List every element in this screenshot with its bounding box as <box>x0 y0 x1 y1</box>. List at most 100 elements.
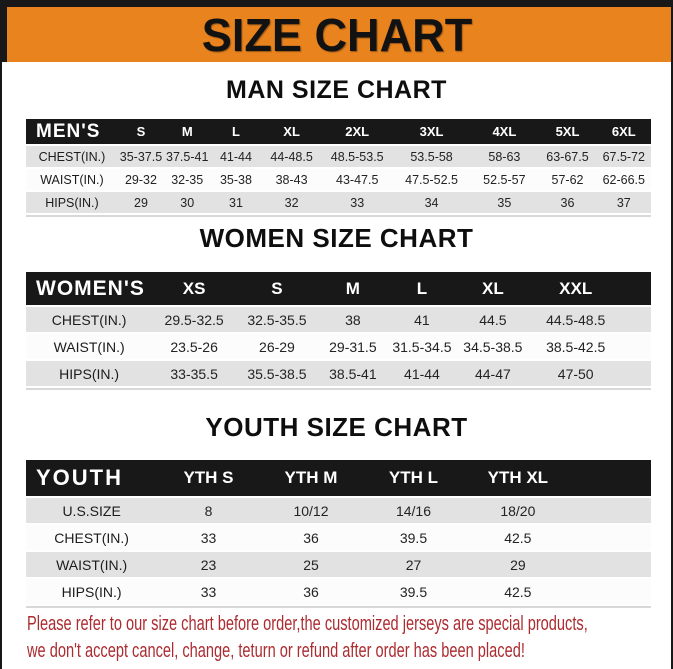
size-value-cell: 41 <box>387 307 456 334</box>
size-value-cell: 38.5-41 <box>317 361 388 388</box>
footer-disclaimer-line2: we don't accept cancel, change, teturn o… <box>27 640 525 662</box>
youth-header-row: YOUTH YTH S YTH M YTH L YTH XL <box>26 460 651 498</box>
size-column-header: S <box>236 272 318 307</box>
size-value-cell: 27 <box>362 552 465 579</box>
spacer-cell <box>570 460 651 498</box>
size-column-header: YTH XL <box>464 460 571 498</box>
top-black-strip <box>2 0 671 7</box>
size-value-cell: 53.5-58 <box>392 146 471 169</box>
size-value-cell: 38.5-42.5 <box>529 334 622 361</box>
size-value-cell: 34.5-38.5 <box>456 334 530 361</box>
table-row: WAIST(IN.) 29-32 32-35 35-38 38-43 43-47.5 47.… <box>26 169 651 192</box>
table-row: HIPS(IN.) 33-35.5 35.5-38.5 38.5-41 41-44 44-… <box>26 361 651 388</box>
row-label: CHEST(IN.) <box>26 307 153 334</box>
size-value-cell: 44.5-48.5 <box>529 307 622 334</box>
size-column-header: L <box>387 272 456 307</box>
size-column-header: 6XL <box>596 119 651 146</box>
row-label: WAIST(IN.) <box>26 169 118 192</box>
size-value-cell: 44-47 <box>456 361 530 388</box>
size-value-cell: 42.5 <box>464 579 571 606</box>
spacer-cell <box>570 498 651 525</box>
size-column-header: 5XL <box>538 119 597 146</box>
table-row: WAIST(IN.) 23.5-26 26-29 29-31.5 31.5-34.5 34… <box>26 334 651 361</box>
size-column-header: L <box>210 119 262 146</box>
size-value-cell: 10/12 <box>259 498 363 525</box>
spacer-cell <box>621 361 651 388</box>
table-row: HIPS(IN.) 29 30 31 32 33 34 35 36 37 <box>26 192 651 215</box>
size-value-cell: 63-67.5 <box>538 146 597 169</box>
row-label: U.S.SIZE <box>26 498 158 525</box>
size-value-cell: 37.5-41 <box>164 146 211 169</box>
table-row: HIPS(IN.) 33 36 39.5 42.5 <box>26 579 651 606</box>
size-value-cell: 23 <box>157 552 260 579</box>
size-value-cell: 52.5-57 <box>470 169 539 192</box>
size-value-cell: 35 <box>470 192 539 215</box>
row-label: WAIST(IN.) <box>26 334 153 361</box>
size-column-header: 2XL <box>321 119 393 146</box>
size-value-cell: 29 <box>117 192 165 215</box>
row-label: HIPS(IN.) <box>26 192 118 215</box>
size-value-cell: 43-47.5 <box>321 169 393 192</box>
size-value-cell: 29 <box>464 552 571 579</box>
size-column-header: M <box>317 272 388 307</box>
row-label: HIPS(IN.) <box>26 579 158 606</box>
size-value-cell: 58-63 <box>470 146 539 169</box>
size-value-cell: 32.5-35.5 <box>236 307 318 334</box>
table-row: CHEST(IN.) 29.5-32.5 32.5-35.5 38 41 44.5 44.5… <box>26 307 651 334</box>
footer-disclaimer: Please refer to our size chart before or… <box>27 611 588 665</box>
size-column-header: XXL <box>529 272 622 307</box>
size-column-header: M <box>164 119 211 146</box>
size-value-cell: 35-37.5 <box>117 146 165 169</box>
size-value-cell: 39.5 <box>362 525 465 552</box>
size-value-cell: 29-32 <box>117 169 165 192</box>
page-title: SIZE CHART <box>201 8 472 61</box>
size-value-cell: 32-35 <box>164 169 211 192</box>
size-value-cell: 57-62 <box>538 169 597 192</box>
women-header-row: WOMEN'S XS S M L XL XXL <box>26 272 651 307</box>
size-value-cell: 47.5-52.5 <box>392 169 471 192</box>
size-value-cell: 38-43 <box>261 169 322 192</box>
spacer-cell <box>570 579 651 606</box>
size-value-cell: 29.5-32.5 <box>152 307 236 334</box>
size-value-cell: 67.5-72 <box>596 146 651 169</box>
banner-left-accent <box>2 0 7 62</box>
spacer-cell <box>621 334 651 361</box>
size-column-header: XS <box>152 272 236 307</box>
size-value-cell: 37 <box>596 192 651 215</box>
size-value-cell: 41-44 <box>387 361 456 388</box>
table-title-cell: YOUTH <box>26 460 158 498</box>
title-banner: SIZE CHART <box>2 7 671 62</box>
spacer-cell <box>621 272 651 307</box>
row-label: CHEST(IN.) <box>26 146 118 169</box>
table-row: CHEST(IN.) 35-37.5 37.5-41 41-44 44-48.5 48.5… <box>26 146 651 169</box>
women-size-chart-heading: WOMEN SIZE CHART <box>199 223 474 253</box>
size-value-cell: 36 <box>538 192 597 215</box>
size-value-cell: 26-29 <box>236 334 318 361</box>
table-row: CHEST(IN.) 33 36 39.5 42.5 <box>26 525 651 552</box>
size-column-header: YTH L <box>362 460 465 498</box>
table-title-cell: WOMEN'S <box>26 272 153 307</box>
spacer-cell <box>570 525 651 552</box>
size-value-cell: 33-35.5 <box>152 361 236 388</box>
size-value-cell: 36 <box>259 579 363 606</box>
footer-disclaimer-line1: Please refer to our size chart before or… <box>27 613 588 635</box>
men-header-row: MEN'S S M L XL 2XL 3XL 4XL 5XL 6XL <box>26 119 651 146</box>
size-value-cell: 33 <box>157 579 260 606</box>
women-size-table: WOMEN'S XS S M L XL XXL CHEST(IN.) 29.5-32.5 32.… <box>26 272 651 390</box>
size-value-cell: 30 <box>164 192 211 215</box>
size-value-cell: 41-44 <box>210 146 262 169</box>
size-value-cell: 33 <box>157 525 260 552</box>
row-label: CHEST(IN.) <box>26 525 158 552</box>
size-value-cell: 62-66.5 <box>596 169 651 192</box>
size-value-cell: 18/20 <box>464 498 571 525</box>
size-value-cell: 32 <box>261 192 322 215</box>
table-row: WAIST(IN.) 23 25 27 29 <box>26 552 651 579</box>
spacer-cell <box>570 552 651 579</box>
size-value-cell: 35.5-38.5 <box>236 361 318 388</box>
size-value-cell: 34 <box>392 192 471 215</box>
size-column-header: XL <box>456 272 530 307</box>
spacer-cell <box>621 307 651 334</box>
size-column-header: YTH M <box>259 460 363 498</box>
row-label: WAIST(IN.) <box>26 552 158 579</box>
